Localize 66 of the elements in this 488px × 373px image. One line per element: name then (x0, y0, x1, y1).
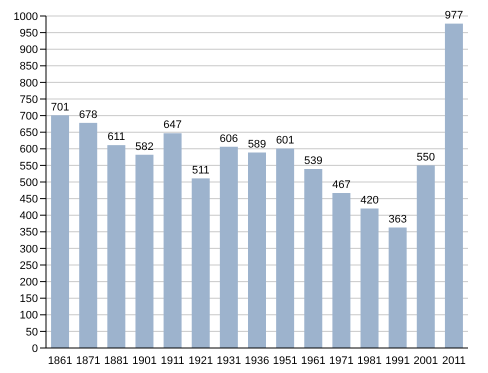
data-label: 606 (220, 132, 238, 145)
x-tick-label: 1936 (244, 354, 270, 367)
y-tick-label: 1000 (14, 10, 38, 23)
y-tick-label: 850 (20, 60, 38, 73)
data-label: 363 (388, 213, 407, 226)
data-label: 977 (444, 10, 464, 22)
bar (332, 192, 350, 348)
bar (416, 165, 435, 348)
bar (276, 148, 294, 348)
y-tick-label: 750 (20, 94, 38, 106)
y-tick-label: 200 (20, 276, 38, 289)
data-label: 582 (135, 140, 154, 153)
bar (192, 178, 210, 348)
x-tick-label: 1881 (104, 354, 129, 367)
x-tick-label: 2001 (414, 354, 438, 367)
y-tick-label: 100 (20, 310, 38, 322)
y-tick-label: 350 (20, 226, 38, 239)
data-label: 550 (416, 151, 435, 164)
y-tick-label: 800 (20, 77, 38, 90)
x-tick-label: 1911 (160, 354, 184, 367)
data-label: 611 (108, 131, 126, 144)
x-tick-label: 1921 (188, 354, 213, 367)
y-tick-label: 900 (20, 44, 38, 56)
y-tick-label: 650 (20, 127, 38, 140)
data-label: 678 (79, 108, 98, 121)
x-tick-label: 1871 (76, 354, 100, 367)
y-tick-label: 550 (20, 160, 38, 172)
data-label: 420 (360, 194, 379, 207)
x-tick-label: 1971 (329, 354, 354, 367)
x-tick-label: 1951 (272, 354, 298, 367)
bar (79, 122, 98, 348)
y-tick-label: 450 (20, 194, 38, 206)
y-tick-label: 300 (20, 243, 38, 256)
y-tick-label: 400 (20, 210, 38, 222)
bar (107, 145, 126, 348)
bar (248, 152, 266, 348)
y-tick-label: 500 (20, 176, 38, 189)
x-tick-label: 1901 (132, 354, 157, 367)
y-tick-label: 250 (20, 260, 38, 272)
bar (135, 154, 154, 348)
x-tick-label: 1931 (216, 354, 242, 367)
x-tick-label: 1861 (48, 354, 72, 367)
bar (164, 133, 182, 348)
y-tick-label: 600 (20, 144, 38, 156)
x-tick-label: 1991 (385, 354, 410, 367)
bar (51, 115, 70, 348)
data-label: 539 (304, 155, 322, 168)
bar (388, 227, 407, 348)
bar (220, 146, 238, 348)
x-tick-label: 2011 (442, 354, 466, 367)
y-tick-label: 700 (20, 110, 38, 123)
x-tick-label: 1981 (357, 354, 382, 367)
x-tick-label: 1961 (301, 354, 326, 367)
bar (444, 24, 463, 348)
data-label: 701 (50, 101, 70, 114)
y-tick-label: 950 (20, 28, 38, 40)
data-label: 601 (276, 134, 294, 146)
y-tick-label: 0 (32, 342, 38, 355)
y-tick-label: 50 (26, 326, 38, 338)
bar (304, 169, 322, 348)
data-label: 511 (192, 164, 210, 176)
data-label: 647 (163, 119, 182, 132)
y-tick-label: 150 (20, 293, 38, 306)
data-label: 467 (332, 178, 351, 191)
bar (360, 208, 379, 348)
data-label: 589 (248, 138, 266, 150)
